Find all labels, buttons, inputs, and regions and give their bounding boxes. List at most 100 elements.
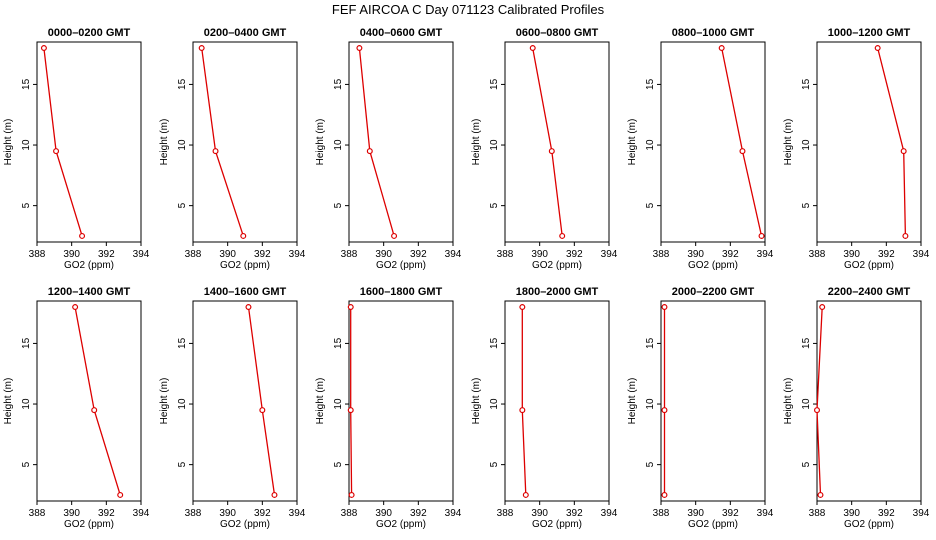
data-point	[529, 45, 536, 52]
panel-title: 1800–2000 GMT	[516, 286, 599, 298]
y-tick-label: 10	[801, 139, 812, 151]
x-tick-label: 392	[254, 249, 271, 260]
x-tick-label: 394	[601, 508, 618, 519]
x-tick-label: 390	[531, 249, 548, 260]
data-point	[259, 407, 266, 414]
data-point	[79, 232, 86, 239]
panel-title: 0200–0400 GMT	[204, 27, 287, 39]
x-axis-label: GO2 (ppm)	[220, 260, 270, 271]
x-axis-label: GO2 (ppm)	[376, 260, 426, 271]
y-tick-label: 10	[489, 139, 500, 151]
data-point	[91, 407, 98, 414]
panel-6: 1200–1400 GMT 388 390 392 394 5 10 15 GO2 (ppm) H…	[3, 286, 150, 530]
panel-0: 0000–0200 GMT 388 390 392 394 5 10 15 GO2 (ppm) H…	[3, 27, 150, 271]
profile-line	[350, 307, 353, 495]
x-tick-label: 390	[843, 249, 860, 260]
x-tick-label: 390	[687, 249, 704, 260]
y-tick-label: 5	[489, 461, 500, 467]
x-tick-label: 390	[843, 508, 860, 519]
data-point	[548, 148, 555, 155]
data-point	[874, 45, 881, 52]
data-point	[366, 148, 373, 155]
data-point	[661, 407, 668, 414]
panel-7: 1400–1600 GMT 388 390 392 394 5 10 15 GO2 (ppm) H…	[159, 286, 306, 530]
data-point	[661, 491, 668, 498]
x-tick-label: 394	[445, 508, 462, 519]
data-point	[347, 407, 354, 414]
y-axis-label: Height (m)	[471, 378, 482, 425]
y-tick-label: 10	[333, 139, 344, 151]
plot-frame	[36, 41, 142, 243]
plot-frame	[348, 41, 454, 243]
y-tick-label: 5	[489, 202, 500, 208]
y-tick-label: 15	[489, 337, 500, 349]
x-tick-label: 390	[63, 508, 80, 519]
y-tick-label: 15	[333, 337, 344, 349]
y-tick-label: 10	[21, 398, 32, 410]
profile-line	[521, 307, 527, 495]
profile-line	[43, 48, 83, 237]
plot-frame	[816, 41, 922, 243]
data-point	[356, 45, 363, 52]
y-tick-label: 10	[489, 398, 500, 410]
data-point	[212, 148, 219, 155]
data-point	[522, 491, 529, 498]
x-tick-label: 394	[913, 508, 930, 519]
panel-title: 1200–1400 GMT	[48, 286, 131, 298]
y-axis-label: Height (m)	[627, 119, 638, 166]
panel-title: 1400–1600 GMT	[204, 286, 287, 298]
y-tick-label: 5	[645, 461, 656, 467]
plot-frame	[504, 300, 610, 502]
data-point	[559, 232, 566, 239]
plot-frame	[660, 300, 766, 502]
x-tick-label: 390	[531, 508, 548, 519]
x-tick-label: 388	[341, 508, 358, 519]
profile-line	[247, 307, 276, 495]
data-point	[117, 491, 124, 498]
data-point	[198, 45, 205, 52]
y-tick-label: 10	[21, 139, 32, 151]
data-point	[817, 491, 824, 498]
plot-frame	[348, 300, 454, 502]
y-axis-label: Height (m)	[3, 378, 14, 425]
x-tick-label: 394	[133, 508, 150, 519]
x-tick-label: 390	[219, 249, 236, 260]
x-tick-label: 394	[133, 249, 150, 260]
plot-frame	[816, 300, 922, 502]
data-point	[900, 148, 907, 155]
panel-title: 1600–1800 GMT	[360, 286, 443, 298]
x-tick-label: 392	[566, 249, 583, 260]
y-tick-label: 10	[177, 139, 188, 151]
x-tick-label: 388	[497, 508, 514, 519]
y-tick-label: 15	[333, 78, 344, 90]
x-tick-label: 392	[410, 249, 427, 260]
y-tick-label: 15	[489, 78, 500, 90]
panel-1: 0200–0400 GMT 388 390 392 394 5 10 15 GO2 (ppm) H…	[159, 27, 306, 271]
y-tick-label: 15	[21, 337, 32, 349]
data-point	[902, 232, 909, 239]
x-tick-label: 394	[601, 249, 618, 260]
x-tick-label: 388	[809, 249, 826, 260]
data-point	[271, 491, 278, 498]
y-tick-label: 10	[333, 398, 344, 410]
x-tick-label: 392	[410, 508, 427, 519]
profile-line	[358, 48, 395, 237]
panel-grid: 0000–0200 GMT 388 390 392 394 5 10 15 GO2 (ppm) H…	[3, 27, 930, 530]
panel-title: 0600–0800 GMT	[516, 27, 599, 39]
x-tick-label: 392	[722, 249, 739, 260]
data-point	[739, 148, 746, 155]
data-point	[347, 304, 354, 311]
data-point	[245, 304, 252, 311]
x-axis-label: GO2 (ppm)	[844, 260, 894, 271]
y-axis-label: Height (m)	[3, 119, 14, 166]
panel-3: 0600–0800 GMT 388 390 392 394 5 10 15 GO2 (ppm) H…	[471, 27, 618, 271]
x-axis-label: GO2 (ppm)	[688, 260, 738, 271]
x-tick-label: 388	[29, 249, 46, 260]
y-axis-label: Height (m)	[315, 378, 326, 425]
y-tick-label: 5	[645, 202, 656, 208]
y-tick-label: 15	[177, 78, 188, 90]
plot-frame	[660, 41, 766, 243]
data-point	[348, 491, 355, 498]
data-point	[40, 45, 47, 52]
x-axis-label: GO2 (ppm)	[376, 519, 426, 530]
